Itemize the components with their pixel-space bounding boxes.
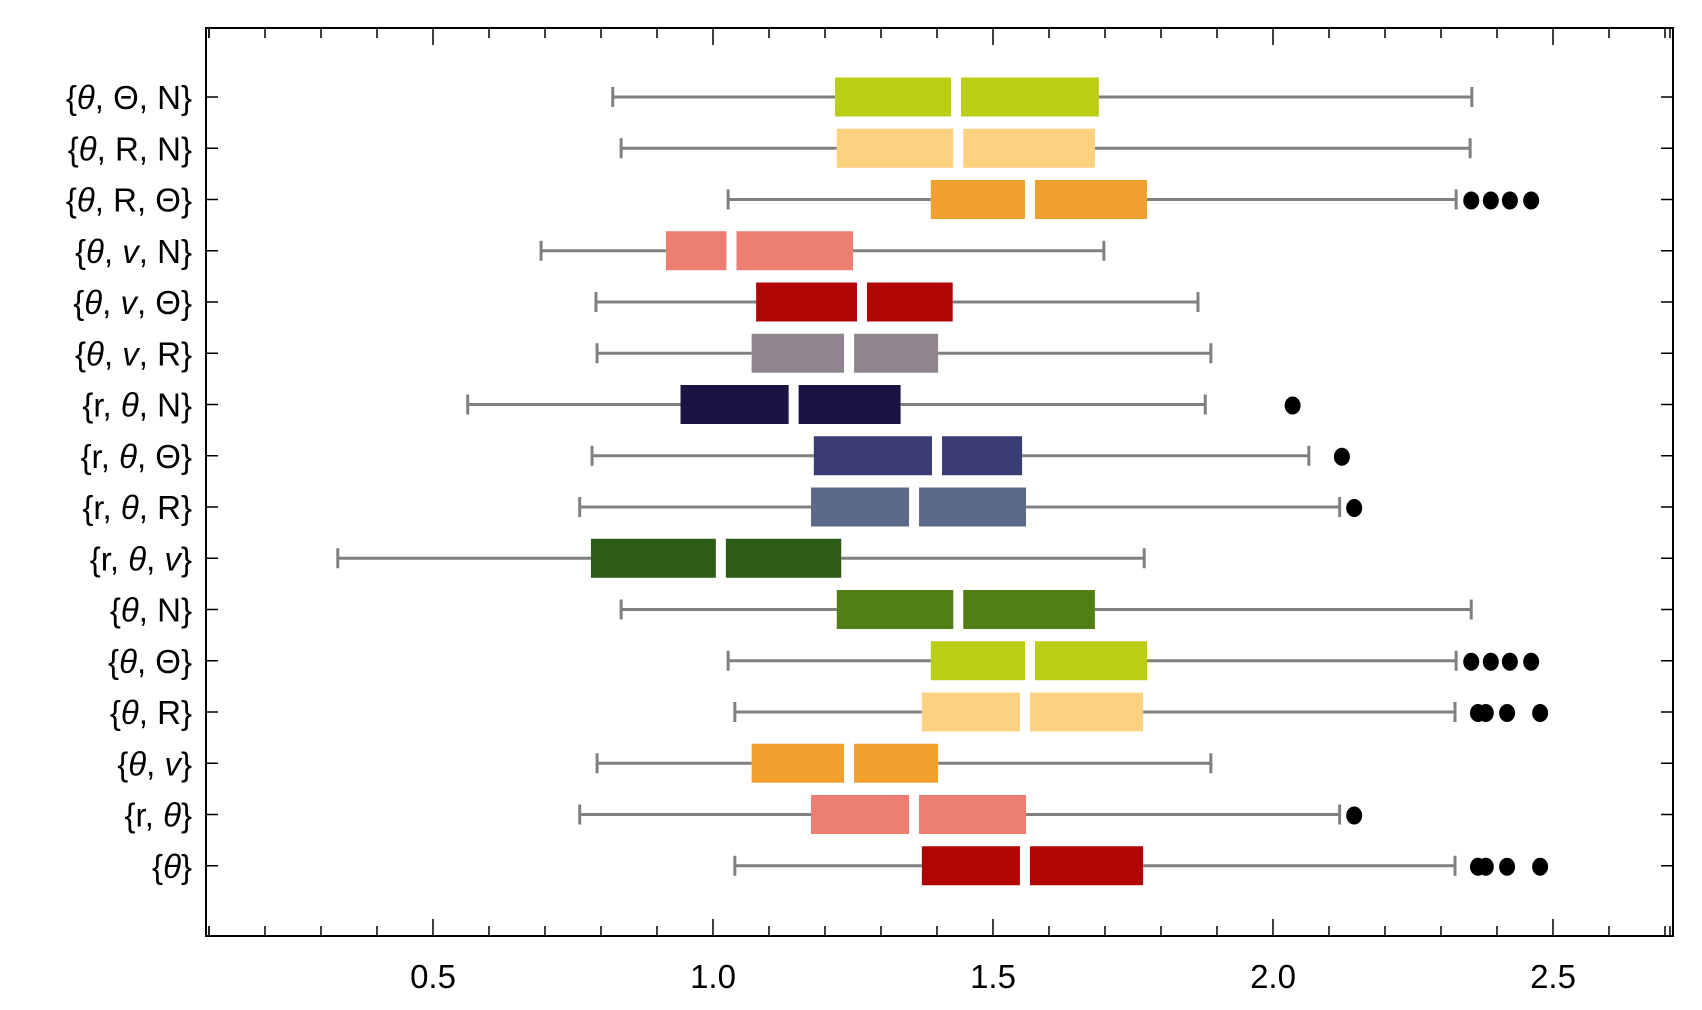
outlier-dot [1482, 191, 1499, 210]
box-upper-half [961, 77, 1099, 117]
box-lower-half [921, 692, 1020, 732]
box-upper-half [963, 590, 1095, 629]
outlier-dot [1499, 704, 1516, 722]
y-category-label: {r, θ, v} [90, 540, 192, 577]
y-category-label: {θ, v} [117, 745, 192, 782]
y-category-label: {r, θ} [125, 797, 192, 834]
outlier-dot [1463, 652, 1480, 671]
x-axis-ticks [208, 28, 1671, 936]
box-upper-half [736, 231, 853, 271]
plot-frame [205, 27, 1674, 937]
outlier-dot [1523, 652, 1540, 671]
box-plot-row [619, 128, 1472, 168]
box-upper-half [1034, 641, 1147, 681]
y-category-label: {θ, R, Θ} [66, 182, 192, 219]
outlier-dot [1333, 447, 1350, 466]
y-category-label: {θ, v, Θ} [73, 284, 192, 321]
y-category-label: {r, θ, N} [82, 387, 192, 424]
box-upper-half [1029, 846, 1144, 886]
outlier-dot [1532, 704, 1549, 722]
box-plot-row [619, 590, 1473, 629]
y-axis-ticks [206, 96, 1673, 867]
y-axis-category-labels: {θ, Θ, N} {θ, R, N} {θ, R, Θ} {θ, v, N} {θ, … [66, 79, 192, 885]
y-category-label: {θ, v, N} [75, 233, 192, 270]
box-lower-half [756, 282, 857, 322]
box-plot-row [733, 692, 1549, 732]
y-category-label: {θ, N} [110, 592, 192, 629]
outlier-dot [1501, 652, 1518, 671]
box-upper-half [1034, 180, 1147, 219]
x-tick-label: 1.0 [690, 958, 736, 995]
box-upper-half [854, 743, 939, 783]
box-plot-row [595, 743, 1213, 783]
y-category-label: {θ, R, N} [68, 130, 192, 167]
box-upper-half [942, 436, 1023, 476]
outlier-dot [1463, 191, 1480, 210]
y-category-label: {θ, Θ, N} [66, 79, 192, 116]
box-lower-half [811, 487, 910, 527]
box-upper-half [919, 795, 1027, 834]
box-lower-half [930, 180, 1025, 219]
box-lower-half [836, 128, 954, 168]
outlier-dot [1482, 652, 1499, 671]
x-tick-label: 2.0 [1250, 958, 1296, 995]
outlier-dot [1477, 857, 1494, 876]
y-category-label: {θ, v, R} [75, 335, 192, 372]
box-plot-row [578, 795, 1363, 834]
box-lower-half [751, 743, 845, 783]
box-upper-half [866, 282, 953, 322]
box-lower-half [751, 333, 845, 373]
outlier-dot [1346, 806, 1363, 825]
x-tick-label: 1.5 [970, 958, 1016, 995]
x-tick-label: 2.5 [1530, 958, 1576, 995]
box-upper-half [1029, 692, 1144, 732]
box-lower-half [665, 231, 727, 271]
outlier-dot [1523, 191, 1540, 210]
box-plot-row [578, 487, 1363, 527]
box-plot-row [726, 641, 1540, 681]
box-plot-row [611, 77, 1474, 117]
box-plot-row [594, 282, 1200, 322]
outlier-dot [1532, 857, 1549, 876]
box-plot-row [595, 333, 1213, 373]
y-category-label: {r, θ, Θ} [81, 438, 192, 475]
outlier-dot [1501, 191, 1518, 210]
y-category-label: {θ} [152, 848, 192, 885]
box-upper-half [854, 333, 939, 373]
outlier-dot [1499, 857, 1516, 876]
box-lower-half [680, 385, 789, 424]
box-lower-half [590, 538, 716, 578]
box-upper-half [725, 538, 842, 578]
box-plot-row [336, 538, 1146, 578]
x-axis-tick-labels: 0.5 1.0 1.5 2.0 2.5 [410, 958, 1576, 995]
box-plot-row [726, 180, 1540, 219]
box-lower-half [921, 846, 1020, 886]
box-series [336, 77, 1549, 886]
box-upper-half [798, 385, 901, 424]
box-lower-half [836, 590, 954, 629]
box-lower-half [930, 641, 1025, 681]
box-plot-row [733, 846, 1549, 886]
box-lower-half [835, 77, 952, 117]
box-plot-row [466, 385, 1301, 424]
box-lower-half [813, 436, 932, 476]
box-upper-half [963, 128, 1095, 168]
outlier-dot [1346, 499, 1363, 517]
y-category-label: {θ, R} [110, 694, 192, 731]
x-tick-label: 0.5 [410, 958, 456, 995]
box-plot-row [539, 231, 1106, 271]
box-lower-half [811, 795, 910, 834]
y-category-label: {θ, Θ} [108, 643, 192, 680]
outlier-dot [1284, 396, 1301, 415]
y-category-label: {r, θ, R} [82, 489, 192, 526]
outlier-dot [1477, 704, 1494, 722]
box-upper-half [919, 487, 1027, 527]
box-plot-row [590, 436, 1350, 476]
